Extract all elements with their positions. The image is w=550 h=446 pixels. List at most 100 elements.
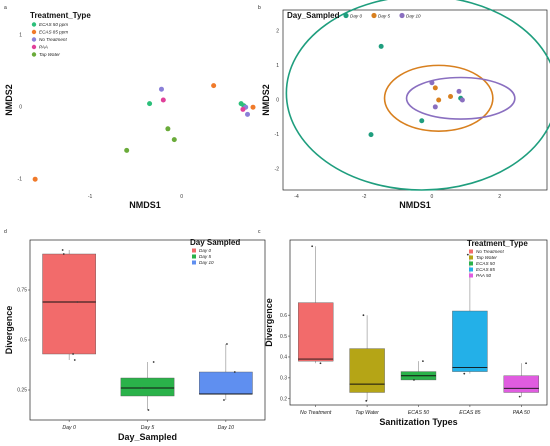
- legend-swatch: [31, 22, 37, 27]
- x-tick-label: 0: [180, 194, 183, 200]
- box-point: [319, 362, 322, 365]
- data-point: [245, 111, 251, 117]
- box-point: [147, 409, 150, 411]
- legend-label: Tap Water: [39, 52, 60, 57]
- data-point: [240, 106, 246, 112]
- data-point: [419, 118, 425, 124]
- data-point: [368, 132, 374, 138]
- x-tick-label: -2: [362, 194, 367, 200]
- box-point: [141, 387, 144, 389]
- y-axis-title: Divergence: [264, 298, 274, 347]
- box-point: [233, 371, 236, 373]
- legend-swatch: [399, 12, 405, 19]
- box-point: [365, 399, 368, 402]
- legend-swatch: [192, 248, 196, 253]
- ellipse-day-0: [285, 0, 550, 191]
- panel-label-a: a: [4, 5, 7, 11]
- x-axis-title: Day_Sampled: [118, 432, 177, 442]
- data-point: [436, 97, 442, 103]
- legend-swatch: [31, 37, 37, 42]
- box-point: [466, 253, 469, 256]
- data-point: [160, 97, 166, 103]
- y-tick-label: 0.25: [17, 388, 27, 394]
- legend-swatch: [192, 260, 196, 265]
- legend-swatch: [469, 273, 473, 278]
- legend-swatch: [469, 261, 473, 266]
- data-point: [429, 80, 435, 86]
- data-point: [448, 94, 454, 100]
- x-tick-label: 2: [498, 194, 501, 200]
- box-point: [223, 399, 225, 401]
- data-point: [211, 83, 217, 89]
- x-tick-label: Day 5: [141, 425, 155, 431]
- box-body: [349, 348, 385, 393]
- box-point: [311, 245, 314, 248]
- y-tick-label: 0.5: [280, 334, 287, 340]
- y-tick-label: -1: [18, 177, 23, 183]
- box-point: [62, 253, 65, 255]
- box-body: [503, 375, 539, 393]
- x-tick-label: ECAS 50: [408, 410, 429, 416]
- legend-title: Day_Sampled: [287, 11, 340, 20]
- x-tick-label: PAA 50: [513, 410, 530, 416]
- legend-label: ECAS 85: [476, 267, 495, 272]
- y-tick-label: 0: [276, 98, 279, 104]
- y-tick-label: 2: [276, 28, 279, 34]
- y-tick-label: 0.5: [20, 338, 27, 344]
- legend-swatch: [469, 255, 473, 260]
- legend-title: Treatment_Type: [467, 239, 528, 248]
- x-tick-label: -4: [294, 194, 299, 200]
- y-tick-label: 0.3: [280, 376, 287, 382]
- box-point: [463, 372, 466, 375]
- legend-label: Day 0: [350, 14, 362, 19]
- box-point: [518, 395, 521, 398]
- x-tick-label: Day 10: [218, 425, 235, 431]
- legend-label: Day 10: [406, 14, 421, 19]
- x-tick-label: No Treatment: [300, 410, 332, 416]
- x-tick-label: -1: [88, 194, 93, 200]
- legend-swatch: [371, 12, 377, 19]
- y-axis-title: NMDS2: [4, 84, 14, 116]
- data-point: [165, 126, 171, 132]
- legend-swatch: [469, 249, 473, 254]
- data-point: [378, 43, 384, 49]
- box-point: [525, 362, 527, 365]
- y-tick-label: 0: [19, 105, 22, 111]
- legend-swatch: [31, 29, 37, 35]
- legend-label: Day 10: [199, 260, 214, 265]
- data-point: [147, 101, 153, 107]
- legend-label: ECAS 85 ppm: [39, 30, 68, 35]
- box-point: [76, 301, 79, 303]
- box-body: [298, 302, 334, 362]
- plot-frame: [282, 9, 548, 191]
- legend-label: ECAS 50 ppm: [39, 22, 68, 27]
- y-tick-label: 0.6: [280, 313, 287, 319]
- legend-label: ECAS 50: [476, 261, 495, 266]
- x-tick-label: 0: [431, 194, 434, 200]
- legend-label: Day 5: [378, 14, 390, 19]
- legend-label: No Treatment: [39, 37, 67, 42]
- y-tick-label: -2: [275, 167, 280, 173]
- box-body: [42, 253, 96, 355]
- legend-swatch: [469, 267, 473, 272]
- x-axis-title: NMDS1: [129, 200, 161, 210]
- data-point: [250, 104, 256, 110]
- legend-swatch: [192, 254, 196, 259]
- x-tick-label: Day 0: [62, 425, 76, 431]
- box-point: [72, 353, 74, 355]
- data-point: [171, 137, 177, 143]
- y-tick-label: 0.2: [280, 396, 287, 402]
- y-tick-label: 1: [19, 33, 22, 39]
- legend-title: Treatment_Type: [30, 11, 91, 20]
- box-point: [61, 249, 64, 251]
- legend-label: Day 5: [199, 254, 211, 259]
- box-point: [226, 343, 228, 345]
- data-point: [432, 85, 438, 91]
- y-tick-label: 1: [276, 63, 279, 69]
- legend-label: Tap Water: [476, 255, 497, 260]
- legend-swatch: [343, 12, 349, 19]
- data-point: [459, 97, 465, 103]
- legend-swatch: [31, 44, 37, 50]
- box-point: [422, 360, 424, 363]
